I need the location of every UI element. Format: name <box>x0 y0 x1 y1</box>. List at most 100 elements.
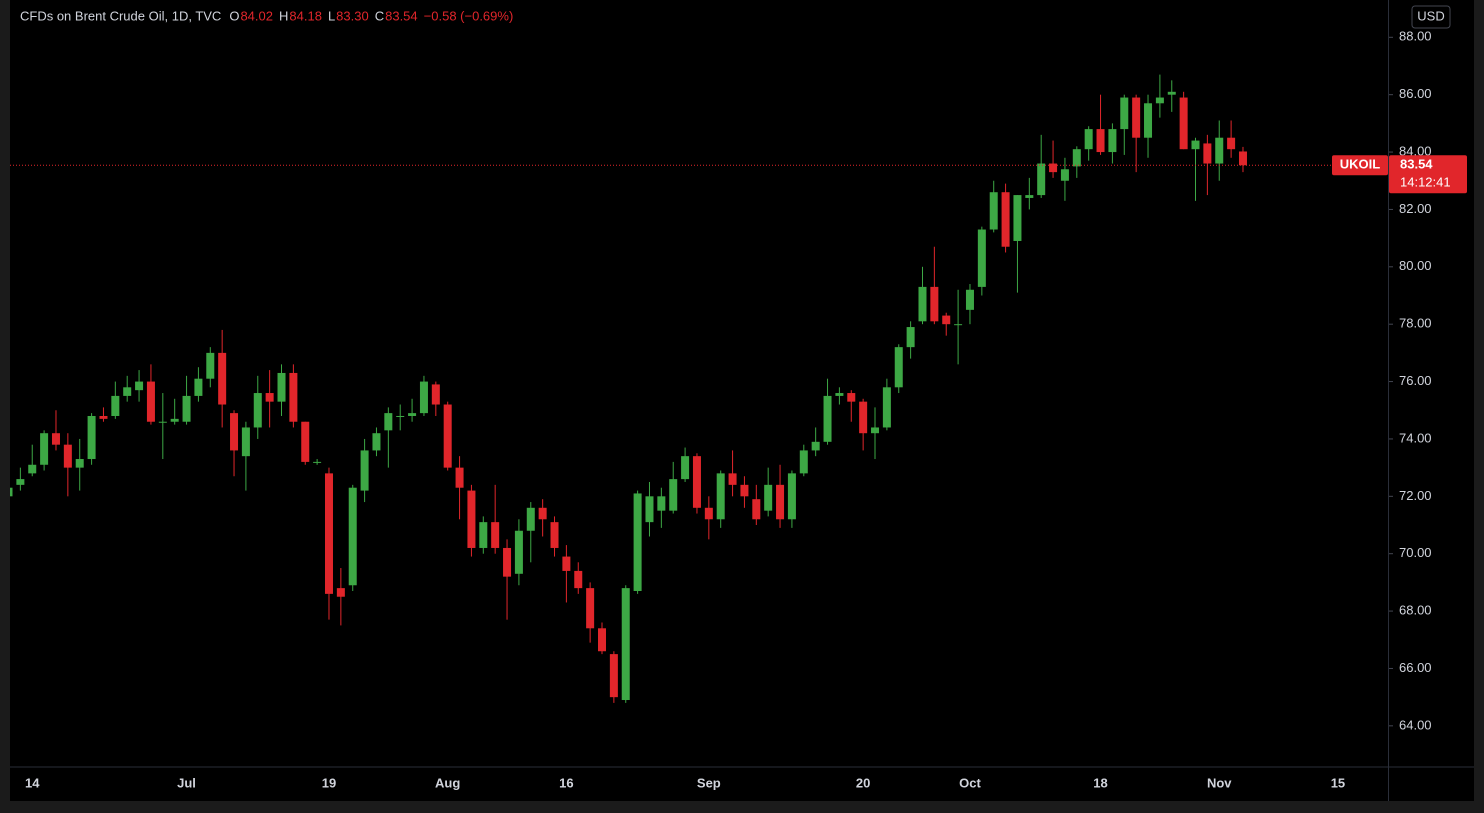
candle-body <box>372 433 381 451</box>
candle-body <box>277 372 286 402</box>
countdown: 14:12:41 <box>1400 175 1451 190</box>
candle-body <box>241 427 250 457</box>
candle-body <box>989 192 998 230</box>
y-tick-label: 76.00 <box>1399 373 1432 388</box>
candle-body <box>467 490 476 548</box>
candle-body <box>1025 195 1034 198</box>
symbol-tag <box>1332 155 1388 176</box>
legend-label: H <box>279 8 288 23</box>
plot-area <box>10 74 1247 703</box>
candle-body <box>408 413 417 416</box>
candle-body <box>396 415 405 417</box>
legend-label: O <box>229 8 239 23</box>
y-tick-label: 86.00 <box>1399 86 1432 101</box>
candle-body <box>942 315 951 325</box>
candle-body <box>740 484 749 497</box>
candle-body <box>443 404 452 468</box>
candle-body <box>194 378 203 396</box>
header: CFDs on Brent Crude Oil, 1D, TVC O 84.02 H… <box>20 8 513 23</box>
candle-body <box>906 327 915 348</box>
candle-body <box>598 628 606 652</box>
y-tick-label: 70.00 <box>1399 545 1432 560</box>
candle-body <box>574 570 583 589</box>
x-tick-label: 20 <box>856 775 870 790</box>
candle-body <box>918 286 927 322</box>
y-tick-label: 68.00 <box>1399 603 1432 618</box>
candle-body <box>871 427 880 434</box>
candle-body <box>692 456 701 508</box>
candle-body <box>514 530 523 574</box>
candle-body <box>526 507 535 531</box>
candle-body <box>776 484 785 520</box>
candle-body <box>1238 151 1247 166</box>
candle-body <box>158 421 167 423</box>
candle-body <box>1132 97 1141 138</box>
y-tick-label: 78.00 <box>1399 316 1432 331</box>
candle-body <box>977 229 986 287</box>
candle-body <box>1049 163 1058 173</box>
candle-body <box>752 499 761 520</box>
candle-body <box>1060 169 1069 181</box>
candle-body <box>562 556 571 571</box>
legend-label: C <box>375 8 384 23</box>
candle-body <box>455 467 464 488</box>
candle-body <box>1013 195 1022 241</box>
candle-body <box>811 441 820 451</box>
y-tick-label: 84.00 <box>1399 143 1432 158</box>
candle-body <box>336 588 345 597</box>
candle-body <box>301 421 310 462</box>
candle-body <box>1001 192 1010 247</box>
y-tick-label: 74.00 <box>1399 430 1432 445</box>
candle-body <box>265 393 274 402</box>
x-tick-label: Jul <box>177 775 196 790</box>
candle-body <box>1191 140 1200 150</box>
candle-body <box>123 387 132 396</box>
candle-body <box>87 415 96 460</box>
chart-background <box>10 0 1474 801</box>
candle-body <box>847 393 856 402</box>
x-tick-label: 16 <box>559 775 573 790</box>
candle-body <box>51 433 60 445</box>
price-tag <box>1389 155 1467 194</box>
candle-body <box>360 450 369 491</box>
candle-body <box>99 415 108 419</box>
candle-body <box>1203 143 1212 164</box>
candle-body <box>716 473 725 520</box>
candle-body <box>28 464 37 474</box>
legend-label: L <box>328 8 335 23</box>
candle-body <box>645 496 654 523</box>
candle-body <box>728 473 737 485</box>
candle-body <box>1108 129 1117 153</box>
candle-body <box>324 473 333 594</box>
candle-body <box>1037 163 1046 196</box>
candle-body <box>146 381 155 422</box>
candle-body <box>550 522 559 548</box>
candle-body <box>1167 91 1176 95</box>
candle-body <box>218 352 227 405</box>
candle-body <box>230 413 239 451</box>
candle-body <box>384 413 393 431</box>
candle-body <box>1096 129 1105 153</box>
candle-body <box>704 507 713 520</box>
candle-body <box>859 401 868 434</box>
candle-body <box>491 522 500 548</box>
candle-body <box>965 289 974 310</box>
candle-body <box>787 473 796 520</box>
legend-value: 83.30 <box>336 8 369 23</box>
candle-body <box>479 522 488 548</box>
candle-body <box>253 393 262 428</box>
currency-box[interactable] <box>1411 5 1451 29</box>
candle-body <box>135 381 144 391</box>
x-tick-label: Nov <box>1207 775 1232 790</box>
currency[interactable]: USD <box>1417 8 1444 23</box>
y-tick-label: 88.00 <box>1399 29 1432 44</box>
candle-body <box>111 395 120 416</box>
candle-body <box>16 479 25 485</box>
candle-body <box>1155 97 1164 104</box>
candle-body <box>431 384 440 405</box>
candle-body <box>1179 97 1188 150</box>
x-tick-label: Aug <box>435 775 460 790</box>
candle-body <box>313 461 322 463</box>
candle-body <box>799 450 808 474</box>
